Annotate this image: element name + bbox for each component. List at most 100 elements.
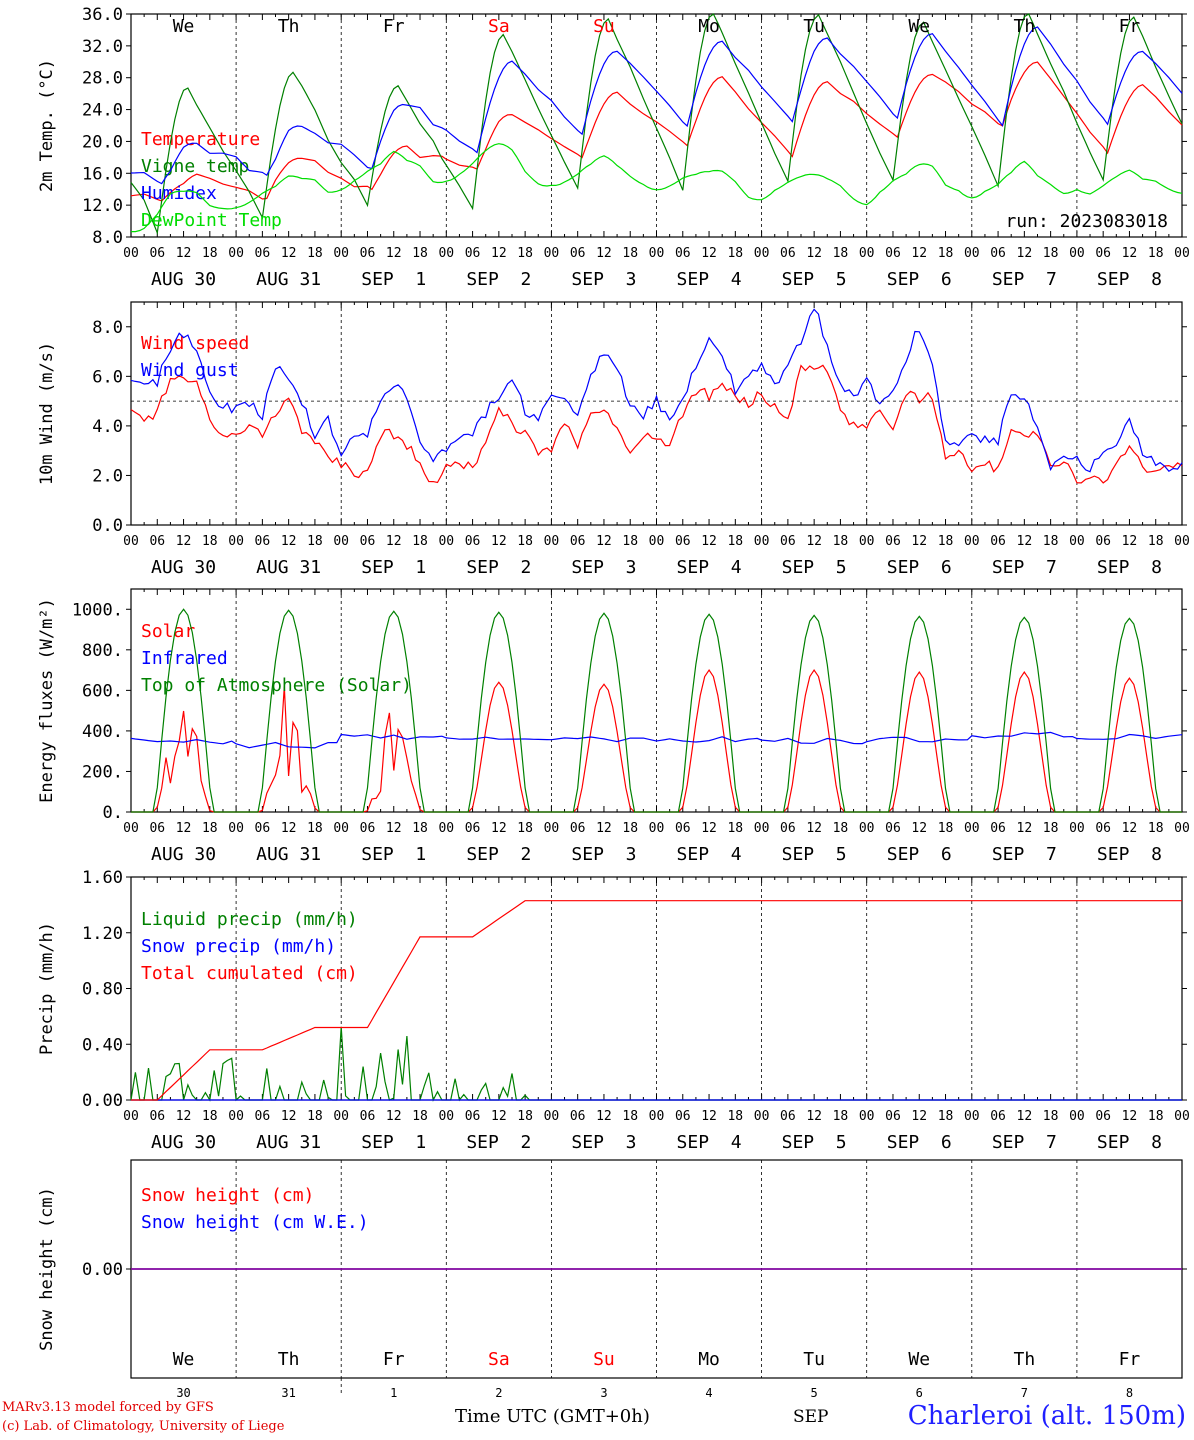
hour-tick-label: 00 xyxy=(438,534,454,549)
series-line xyxy=(130,13,1183,236)
legend-entry: Wind gust xyxy=(141,360,239,381)
hour-tick-label: 06 xyxy=(990,246,1006,261)
hour-tick-label: 12 xyxy=(386,246,402,261)
date-label: AUG 30 xyxy=(151,1132,216,1153)
hour-tick-label: 12 xyxy=(1017,1109,1033,1124)
hour-tick-label: 12 xyxy=(1017,821,1033,836)
hour-tick-label: 00 xyxy=(333,246,349,261)
legend-entry: Solar xyxy=(141,621,195,642)
hour-tick-label: 00 xyxy=(1174,821,1190,836)
hour-tick-label: 18 xyxy=(1043,821,1059,836)
date-label: SEP 7 xyxy=(992,1132,1057,1153)
day-number: 7 xyxy=(1021,1386,1028,1400)
y-axis-label: Precip (mm/h) xyxy=(37,922,57,1055)
hour-tick-label: 12 xyxy=(911,534,927,549)
run-label: run: 2023083018 xyxy=(1005,211,1168,232)
hour-tick-label: 18 xyxy=(622,246,638,261)
time-axis-label: Time UTC (GMT+0h) xyxy=(455,1406,650,1427)
panel-snow: 0.00 Snow height (cm) Snow height (cm) Snow… xyxy=(37,1159,1187,1400)
y-tick-label: 8.0 xyxy=(92,228,123,248)
hour-tick-label: 06 xyxy=(780,534,796,549)
hour-tick-label: 06 xyxy=(149,246,165,261)
y-tick-label: 0. xyxy=(103,803,123,823)
hour-tick-label: 00 xyxy=(438,246,454,261)
date-label: AUG 31 xyxy=(256,844,321,865)
y-tick-label: 1.60 xyxy=(82,868,123,888)
hour-tick-label: 00 xyxy=(438,821,454,836)
hour-tick-label: 00 xyxy=(754,534,770,549)
hour-tick-label: 12 xyxy=(1122,246,1138,261)
hour-tick-label: 06 xyxy=(465,821,481,836)
hour-tick-label: 18 xyxy=(202,1109,218,1124)
day-number: 8 xyxy=(1126,1386,1133,1400)
y-tick-label: 0.00 xyxy=(82,1091,123,1111)
y-tick-label: 200. xyxy=(82,762,123,782)
date-label: AUG 31 xyxy=(256,557,321,578)
hour-tick-label: 06 xyxy=(780,821,796,836)
y-tick-label: 36.0 xyxy=(82,5,123,25)
hour-tick-label: 18 xyxy=(1148,1109,1164,1124)
hour-tick-label: 06 xyxy=(149,821,165,836)
date-label: AUG 31 xyxy=(256,1132,321,1153)
hour-tick-label: 06 xyxy=(255,246,271,261)
hour-tick-label: 06 xyxy=(570,246,586,261)
hour-tick-label: 06 xyxy=(990,1109,1006,1124)
day-number: 6 xyxy=(916,1386,923,1400)
day-name: Th xyxy=(278,16,300,37)
hour-tick-label: 18 xyxy=(202,534,218,549)
date-label: SEP 3 xyxy=(571,1132,636,1153)
hour-tick-label: 06 xyxy=(990,821,1006,836)
y-axis-label: Snow height (cm) xyxy=(37,1187,57,1351)
hour-tick-label: 18 xyxy=(1043,246,1059,261)
date-label: SEP 5 xyxy=(782,269,847,290)
hour-tick-label: 18 xyxy=(622,534,638,549)
hour-tick-label: 12 xyxy=(806,246,822,261)
hour-tick-label: 06 xyxy=(1095,821,1111,836)
hour-tick-label: 12 xyxy=(176,246,192,261)
date-label: SEP 7 xyxy=(992,844,1057,865)
date-label: SEP 2 xyxy=(466,1132,531,1153)
hour-tick-label: 00 xyxy=(1069,534,1085,549)
hour-tick-label: 18 xyxy=(1043,1109,1059,1124)
hour-tick-label: 06 xyxy=(360,1109,376,1124)
y-tick-label: 20.0 xyxy=(82,132,123,152)
hour-tick-label: 00 xyxy=(544,534,560,549)
day-number: 1 xyxy=(390,1386,397,1400)
hour-tick-label: 00 xyxy=(228,821,244,836)
hour-tick-label: 00 xyxy=(859,821,875,836)
hour-tick-label: 00 xyxy=(333,534,349,549)
hour-tick-label: 00 xyxy=(754,246,770,261)
hour-tick-label: 12 xyxy=(1122,821,1138,836)
hour-tick-label: 12 xyxy=(491,534,507,549)
hour-tick-label: 12 xyxy=(176,534,192,549)
day-number: 5 xyxy=(811,1386,818,1400)
hour-tick-label: 18 xyxy=(1148,821,1164,836)
day-number: 2 xyxy=(495,1386,502,1400)
hour-tick-label: 12 xyxy=(1122,534,1138,549)
day-number: 3 xyxy=(600,1386,607,1400)
date-label: AUG 30 xyxy=(151,844,216,865)
series-line xyxy=(130,364,1183,484)
hour-tick-label: 18 xyxy=(517,534,533,549)
hour-tick-label: 12 xyxy=(281,246,297,261)
hour-tick-label: 18 xyxy=(938,534,954,549)
day-name: Fr xyxy=(383,16,405,37)
hour-tick-label: 12 xyxy=(596,534,612,549)
hour-tick-label: 18 xyxy=(412,534,428,549)
legend-entry: Vigne temp xyxy=(141,156,249,177)
date-label: SEP 5 xyxy=(782,557,847,578)
hour-tick-label: 12 xyxy=(491,246,507,261)
hour-tick-label: 00 xyxy=(544,246,560,261)
y-tick-label: 0.80 xyxy=(82,980,123,1000)
hour-tick-label: 18 xyxy=(938,246,954,261)
date-label: SEP 4 xyxy=(677,557,742,578)
hour-tick-label: 12 xyxy=(596,1109,612,1124)
hour-tick-label: 00 xyxy=(333,1109,349,1124)
hour-tick-label: 00 xyxy=(859,1109,875,1124)
hour-tick-label: 00 xyxy=(859,246,875,261)
legend-entry: Snow height (cm) xyxy=(141,1185,314,1206)
hour-tick-label: 12 xyxy=(806,1109,822,1124)
hour-tick-label: 18 xyxy=(622,821,638,836)
date-label: SEP 6 xyxy=(887,844,952,865)
